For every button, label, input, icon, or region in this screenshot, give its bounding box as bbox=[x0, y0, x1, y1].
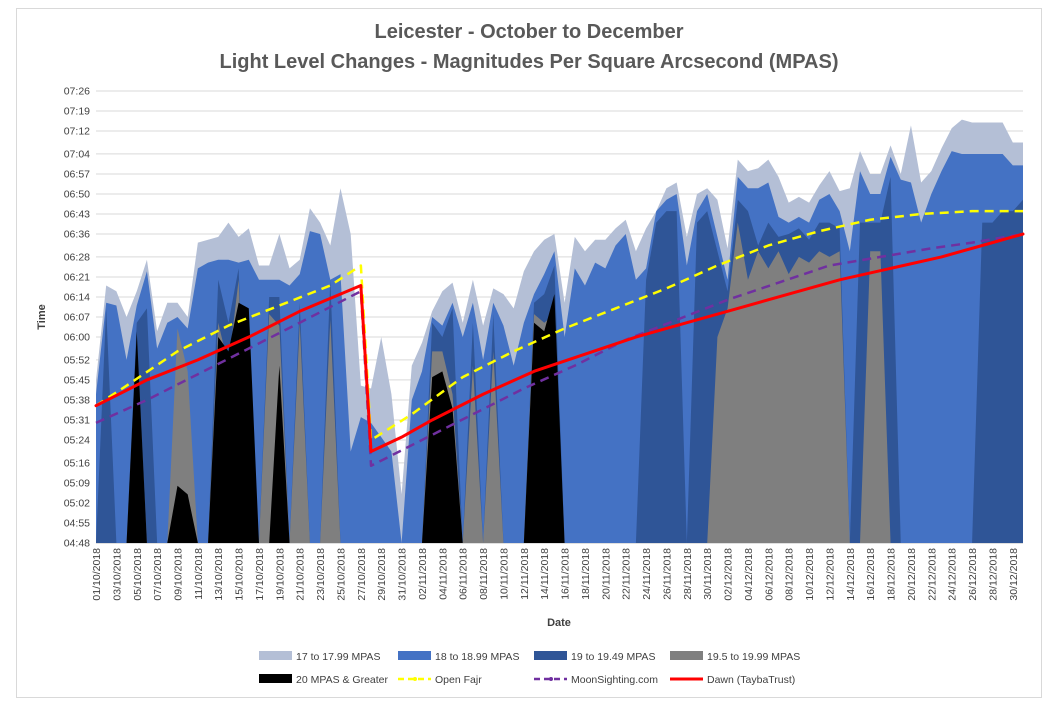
x-tick-label: 18/12/2018 bbox=[886, 548, 898, 601]
y-tick-label: 06:43 bbox=[64, 209, 90, 221]
y-tick-label: 07:12 bbox=[64, 126, 90, 138]
legend-marker bbox=[549, 677, 553, 681]
x-tick-label: 09/10/2018 bbox=[172, 548, 184, 601]
legend-label: 18 to 18.99 MPAS bbox=[435, 651, 519, 663]
x-tick-label: 01/10/2018 bbox=[91, 548, 103, 601]
line-open-fajr bbox=[95, 209, 1023, 442]
legend-label: MoonSighting.com bbox=[571, 674, 658, 686]
x-tick-label: 22/12/2018 bbox=[926, 548, 938, 601]
x-tick-label: 28/12/2018 bbox=[987, 548, 999, 601]
x-tick-label: 16/11/2018 bbox=[560, 548, 572, 600]
x-tick-label: 11/10/2018 bbox=[193, 548, 205, 600]
x-tick-label: 04/11/2018 bbox=[437, 548, 449, 600]
y-tick-label: 05:52 bbox=[64, 354, 90, 366]
y-tick-label: 05:31 bbox=[64, 414, 90, 426]
y-tick-label: 05:45 bbox=[64, 374, 90, 386]
x-tick-label: 17/10/2018 bbox=[254, 548, 266, 601]
y-tick-label: 06:14 bbox=[64, 291, 90, 303]
y-tick-label: 04:48 bbox=[64, 538, 90, 550]
legend-swatch bbox=[259, 674, 292, 683]
y-tick-label: 07:19 bbox=[64, 106, 90, 118]
legend-swatch bbox=[259, 651, 292, 660]
legend-label: 17 to 17.99 MPAS bbox=[296, 651, 380, 663]
y-tick-label: 05:38 bbox=[64, 394, 90, 406]
y-tick-label: 07:04 bbox=[64, 148, 90, 160]
legend: 17 to 17.99 MPAS 18 to 18.99 MPAS 19 to 19… bbox=[259, 651, 800, 686]
area-20-mpas-greater bbox=[96, 294, 1023, 543]
x-axis-ticks: 01/10/2018 03/10/2018 05/10/2018 07/10/2018… bbox=[91, 548, 1020, 601]
y-tick-label: 06:21 bbox=[64, 271, 90, 283]
x-axis-title: Date bbox=[547, 617, 571, 629]
y-tick-label: 06:07 bbox=[64, 312, 90, 324]
x-tick-label: 24/12/2018 bbox=[947, 548, 959, 601]
x-tick-label: 30/11/2018 bbox=[702, 548, 714, 600]
y-tick-label: 06:28 bbox=[64, 251, 90, 263]
x-tick-label: 04/12/2018 bbox=[743, 548, 755, 601]
x-tick-label: 30/12/2018 bbox=[1008, 548, 1020, 601]
y-axis-ticks: 04:48 04:55 05:02 05:09 05:16 05:24 05:31 05:38… bbox=[64, 86, 90, 550]
x-tick-label: 08/11/2018 bbox=[478, 548, 490, 600]
x-tick-label: 21/10/2018 bbox=[295, 548, 307, 601]
x-tick-label: 14/12/2018 bbox=[845, 548, 857, 601]
x-tick-label: 23/10/2018 bbox=[315, 548, 327, 601]
y-tick-label: 06:50 bbox=[64, 188, 90, 200]
line-series bbox=[94, 209, 1025, 468]
legend-label: Dawn (TaybaTrust) bbox=[707, 674, 795, 686]
x-tick-label: 18/11/2018 bbox=[580, 548, 592, 600]
legend-label: 20 MPAS & Greater bbox=[296, 674, 389, 686]
line-dawn-taybatrust- bbox=[94, 232, 1025, 453]
x-tick-label: 02/12/2018 bbox=[723, 548, 735, 601]
y-tick-label: 05:24 bbox=[64, 435, 90, 447]
x-tick-label: 26/12/2018 bbox=[967, 548, 979, 601]
y-tick-label: 05:09 bbox=[64, 477, 90, 489]
x-tick-label: 19/10/2018 bbox=[274, 548, 286, 601]
x-tick-label: 15/10/2018 bbox=[234, 548, 246, 601]
y-tick-label: 04:55 bbox=[64, 517, 90, 529]
x-tick-label: 13/10/2018 bbox=[213, 548, 225, 601]
x-tick-label: 24/11/2018 bbox=[641, 548, 653, 600]
x-tick-label: 27/10/2018 bbox=[356, 548, 368, 601]
area-19-5-to-19-99-mpas bbox=[96, 222, 1023, 543]
x-tick-label: 12/12/2018 bbox=[824, 548, 836, 601]
y-tick-label: 06:00 bbox=[64, 332, 90, 344]
y-axis-title: Time bbox=[36, 304, 48, 329]
x-tick-label: 03/10/2018 bbox=[111, 548, 123, 601]
legend-swatch bbox=[398, 651, 431, 660]
chart-frame bbox=[16, 8, 1042, 698]
x-tick-label: 07/10/2018 bbox=[152, 548, 164, 601]
x-tick-label: 14/11/2018 bbox=[539, 548, 551, 600]
x-tick-label: 25/10/2018 bbox=[335, 548, 347, 601]
legend-marker bbox=[413, 677, 417, 681]
x-tick-label: 31/10/2018 bbox=[397, 548, 409, 601]
legend-swatch bbox=[670, 651, 703, 660]
chart-title-line1: Leicester - October to December bbox=[375, 21, 684, 43]
x-tick-label: 20/12/2018 bbox=[906, 548, 918, 601]
x-tick-label: 26/11/2018 bbox=[661, 548, 673, 600]
y-tick-label: 05:16 bbox=[64, 457, 90, 469]
area-series bbox=[96, 119, 1023, 544]
x-tick-label: 20/11/2018 bbox=[600, 548, 612, 600]
legend-label: Open Fajr bbox=[435, 674, 482, 686]
x-tick-label: 06/12/2018 bbox=[763, 548, 775, 601]
y-tick-label: 06:57 bbox=[64, 168, 90, 180]
x-tick-label: 10/11/2018 bbox=[498, 548, 510, 600]
y-tick-label: 07:26 bbox=[64, 86, 90, 98]
x-tick-label: 10/12/2018 bbox=[804, 548, 816, 601]
legend-label: 19 to 19.49 MPAS bbox=[571, 651, 655, 663]
x-tick-label: 16/12/2018 bbox=[865, 548, 877, 601]
chart-title-line2: Light Level Changes - Magnitudes Per Squ… bbox=[220, 51, 839, 73]
x-tick-label: 12/11/2018 bbox=[519, 548, 531, 600]
legend-label: 19.5 to 19.99 MPAS bbox=[707, 651, 800, 663]
y-tick-label: 06:36 bbox=[64, 229, 90, 241]
x-tick-label: 02/11/2018 bbox=[417, 548, 429, 600]
x-tick-label: 22/11/2018 bbox=[621, 548, 633, 600]
x-tick-label: 06/11/2018 bbox=[458, 548, 470, 600]
x-tick-label: 08/12/2018 bbox=[784, 548, 796, 601]
x-tick-label: 29/10/2018 bbox=[376, 548, 388, 601]
x-tick-label: 28/11/2018 bbox=[682, 548, 694, 600]
legend-swatch bbox=[534, 651, 567, 660]
y-tick-label: 05:02 bbox=[64, 497, 90, 509]
x-tick-label: 05/10/2018 bbox=[132, 548, 144, 601]
